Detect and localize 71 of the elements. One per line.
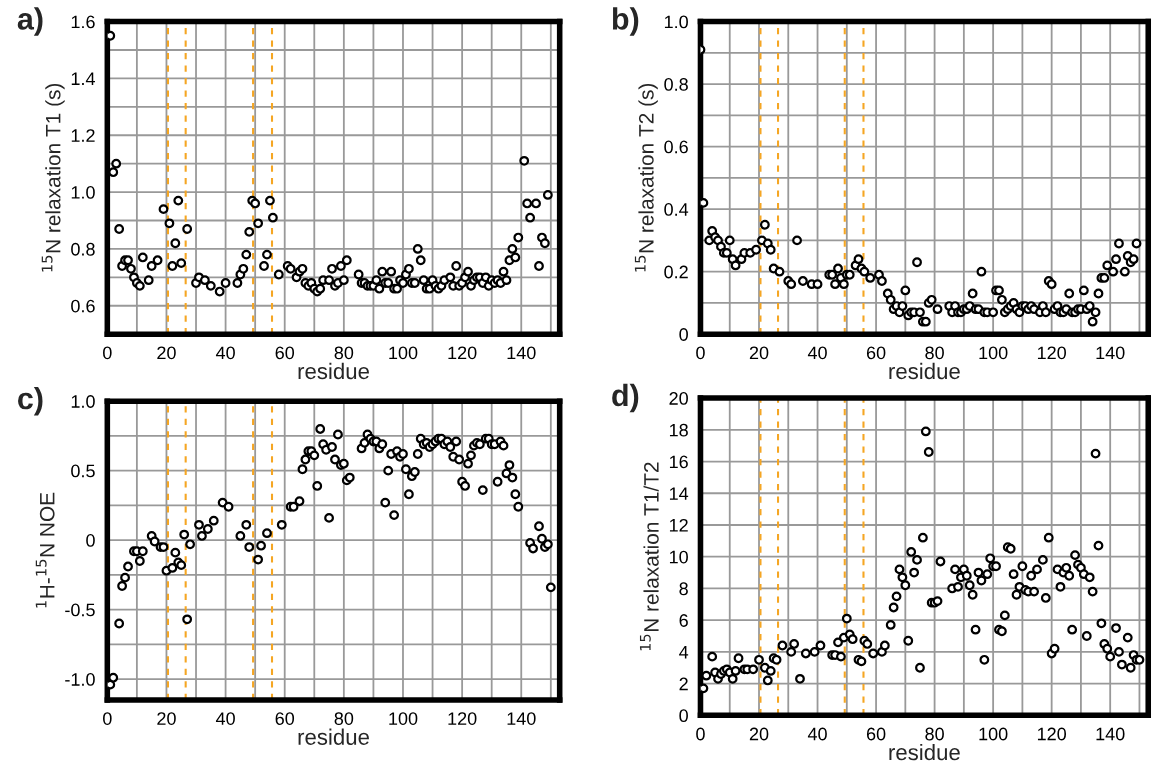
x-tick-label: 140 bbox=[1096, 727, 1125, 741]
y-tick-label: 1.0 bbox=[71, 186, 95, 199]
y-axis-title: $^{15}$N relaxation T2 (s) bbox=[634, 83, 658, 272]
y-tick-label: 6 bbox=[679, 614, 688, 627]
y-tick-label: 12 bbox=[669, 518, 688, 532]
x-tick-label: 40 bbox=[807, 727, 827, 741]
chart-title: d) bbox=[612, 383, 639, 413]
x-tick-label: 120 bbox=[1037, 346, 1067, 360]
y-tick-label: -1.0 bbox=[65, 673, 95, 686]
x-tick-label: 40 bbox=[215, 346, 235, 360]
y-axis-title: $^{1}$H-$^{15}$N NOE bbox=[35, 492, 55, 608]
y-tick-label: 0.6 bbox=[664, 140, 688, 154]
x-tick-label: 100 bbox=[389, 712, 418, 725]
x-tick-label: 0 bbox=[103, 712, 112, 725]
x-tick-label: 40 bbox=[215, 712, 235, 725]
x-tick-label: 100 bbox=[979, 727, 1008, 741]
x-tick-label: 20 bbox=[749, 727, 769, 741]
x-tick-label: 60 bbox=[866, 727, 886, 741]
x-tick-label: 100 bbox=[389, 346, 418, 360]
x-axis-title: residue bbox=[889, 362, 960, 380]
chart-title: b) bbox=[612, 7, 639, 36]
y-tick-label: 0.5 bbox=[71, 464, 95, 478]
y-tick-label: 0.8 bbox=[71, 242, 95, 256]
y-tick-label: 1.6 bbox=[71, 15, 95, 29]
y-axis-title: $^{15}$N relaxation T1 (s) bbox=[41, 83, 65, 272]
y-tick-label: 4 bbox=[679, 646, 689, 659]
x-tick-label: 140 bbox=[507, 712, 536, 725]
x-tick-label: 20 bbox=[157, 712, 176, 725]
y-tick-label: 1.0 bbox=[664, 15, 688, 29]
x-axis-title: residue bbox=[298, 362, 369, 380]
x-tick-label: 140 bbox=[507, 346, 536, 360]
chart-title: a) bbox=[17, 7, 43, 36]
y-axis-title: $^{15}$N relaxation T1/T2 bbox=[639, 462, 659, 651]
y-tick-label: 20 bbox=[669, 392, 688, 405]
y-tick-label: 18 bbox=[669, 423, 688, 437]
x-tick-label: 0 bbox=[696, 727, 705, 741]
y-tick-label: 1.0 bbox=[71, 395, 95, 408]
x-tick-label: 20 bbox=[749, 346, 769, 360]
x-tick-label: 80 bbox=[925, 346, 944, 360]
x-tick-label: 40 bbox=[807, 346, 827, 360]
x-tick-label: 80 bbox=[334, 712, 354, 725]
x-tick-label: 120 bbox=[1037, 727, 1067, 741]
x-tick-label: 120 bbox=[448, 346, 477, 360]
x-tick-label: 80 bbox=[925, 727, 944, 741]
y-tick-label: 0.6 bbox=[71, 299, 95, 313]
y-tick-label: 0 bbox=[679, 328, 688, 341]
x-tick-label: 0 bbox=[696, 346, 705, 360]
y-tick-label: 14 bbox=[669, 487, 689, 500]
x-tick-label: 140 bbox=[1096, 346, 1125, 360]
x-tick-label: 0 bbox=[103, 346, 112, 360]
y-tick-label: 0 bbox=[86, 534, 95, 547]
y-tick-label: 10 bbox=[669, 550, 688, 564]
y-tick-label: -0.5 bbox=[65, 603, 95, 617]
x-tick-label: 80 bbox=[334, 346, 354, 360]
x-tick-label: 20 bbox=[157, 346, 176, 360]
x-axis-title: residue bbox=[889, 743, 960, 761]
y-tick-label: 1.4 bbox=[71, 72, 95, 85]
x-tick-label: 100 bbox=[979, 346, 1008, 360]
y-tick-label: 0.4 bbox=[664, 203, 689, 216]
x-tick-label: 120 bbox=[448, 712, 477, 725]
y-tick-label: 0.2 bbox=[664, 265, 688, 279]
y-tick-label: 16 bbox=[669, 455, 688, 469]
y-tick-label: 8 bbox=[679, 582, 688, 596]
y-tick-label: 1.2 bbox=[71, 129, 95, 142]
chart-title: c) bbox=[18, 386, 43, 416]
x-tick-label: 60 bbox=[866, 346, 886, 360]
x-axis-title: residue bbox=[298, 728, 369, 745]
x-tick-label: 60 bbox=[275, 712, 295, 725]
y-tick-label: 2 bbox=[679, 677, 688, 691]
y-tick-label: 0.8 bbox=[664, 78, 688, 91]
x-tick-label: 60 bbox=[275, 346, 295, 360]
